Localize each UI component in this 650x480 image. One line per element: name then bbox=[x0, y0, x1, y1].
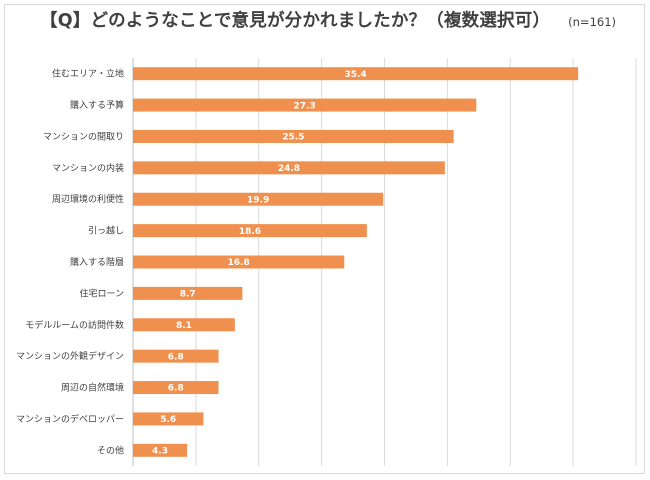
bar bbox=[133, 129, 454, 143]
value-label: 18.6 bbox=[239, 227, 261, 237]
chart-frame bbox=[4, 4, 645, 474]
value-label: 4.3 bbox=[152, 447, 168, 457]
value-label: 27.3 bbox=[294, 101, 316, 111]
value-label: 35.4 bbox=[344, 70, 366, 80]
category-label: マンションの内装 bbox=[52, 162, 124, 174]
bar bbox=[133, 286, 243, 300]
category-label: 引っ越し bbox=[88, 225, 124, 237]
category-label: 住むエリア・立地 bbox=[52, 68, 124, 80]
chart-title-row: 【Q】どのようなことで意見が分かれましたか？（複数選択可） (n=161) bbox=[40, 7, 620, 37]
category-label: 周辺の自然環境 bbox=[61, 382, 124, 394]
category-label: 住宅ローン bbox=[79, 287, 124, 299]
bar bbox=[133, 67, 579, 81]
category-label: モデルルームの訪問件数 bbox=[25, 319, 124, 331]
value-label: 6.8 bbox=[168, 384, 184, 394]
value-label: 6.8 bbox=[168, 352, 184, 362]
category-label: マンションの外観デザイン bbox=[16, 350, 124, 362]
bar bbox=[133, 412, 204, 426]
value-label: 16.8 bbox=[228, 258, 250, 268]
category-label: その他 bbox=[97, 444, 124, 456]
bar bbox=[133, 349, 219, 363]
bar bbox=[133, 443, 188, 457]
value-label: 24.8 bbox=[278, 164, 300, 174]
value-label: 5.6 bbox=[160, 415, 176, 425]
bar bbox=[133, 381, 219, 395]
sample-size-note: (n=161) bbox=[568, 15, 617, 29]
value-label: 8.7 bbox=[180, 290, 196, 300]
category-label: 周辺環境の利便性 bbox=[52, 193, 124, 205]
category-label: マンションのデベロッパー bbox=[16, 413, 124, 425]
category-label: 購入する予算 bbox=[70, 99, 124, 111]
bar bbox=[133, 98, 477, 112]
bar bbox=[133, 255, 345, 269]
bar bbox=[133, 161, 445, 175]
bar bbox=[133, 318, 235, 332]
chart-title: 【Q】どのようなことで意見が分かれましたか？（複数選択可） bbox=[40, 11, 551, 31]
value-label: 19.9 bbox=[247, 195, 269, 205]
value-label: 25.5 bbox=[282, 133, 304, 143]
bar bbox=[133, 224, 367, 238]
category-label: 購入する階層 bbox=[70, 256, 124, 268]
category-label: マンションの間取り bbox=[43, 131, 124, 142]
bar bbox=[133, 192, 384, 206]
value-label: 8.1 bbox=[176, 321, 192, 331]
